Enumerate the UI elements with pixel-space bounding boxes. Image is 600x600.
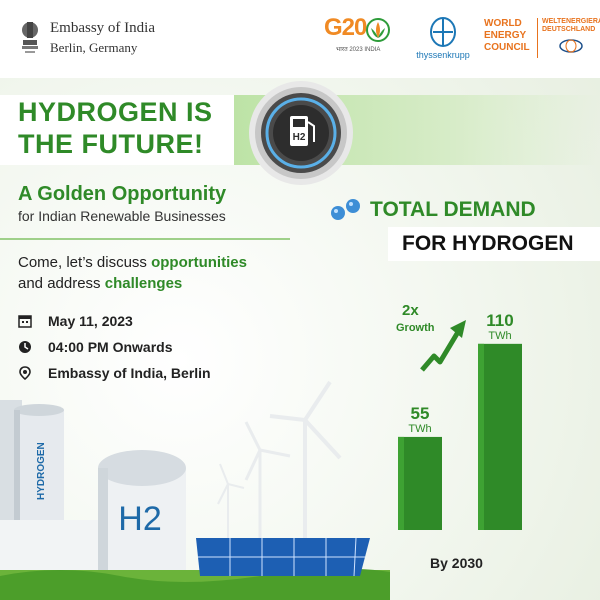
g20-logo: G20 भारत 2023 INDIA [324, 14, 394, 60]
x-axis-label: By 2030 [430, 555, 483, 571]
thyssenkrupp-mark-icon [430, 17, 456, 47]
chart-title-box: FOR HYDROGEN [388, 227, 600, 261]
wec-side-1: WELTENERGIERAT [542, 18, 600, 25]
wec-name: WORLD ENERGY COUNCIL [484, 18, 530, 54]
bar-1-unit-label: TWh [408, 423, 431, 435]
g20-logo-text: G20 [324, 14, 367, 41]
world-energy-council-logo: WORLD ENERGY COUNCIL WELTENERGIERAT DEUT… [480, 18, 600, 58]
location-pin-icon [19, 366, 31, 380]
wec-line-1: WORLD [484, 18, 522, 29]
wec-globe-icon [559, 39, 583, 53]
title-line-2: THE FUTURE! [18, 129, 204, 159]
discussion-prefix-1: Come, let’s discuss [18, 254, 152, 271]
wec-side-2: DEUTSCHLAND [542, 26, 596, 33]
growth-arrow-icon [420, 320, 466, 372]
subtitle-line-1: A Golden Opportunity [18, 183, 227, 205]
discussion-line-2: and address challenges [18, 275, 182, 292]
chart-title-line-2: FOR HYDROGEN [402, 232, 574, 255]
bar-2-unit-label: TWh [488, 330, 511, 342]
lotus-icon [366, 18, 390, 42]
event-time: 04:00 PM Onwards [48, 339, 173, 355]
h2-storage-tank: H2 [98, 450, 186, 570]
title-box: HYDROGEN IS THE FUTURE! [0, 95, 234, 165]
g20-subtitle: भारत 2023 INDIA [336, 47, 381, 53]
bar-2-highlight [478, 343, 484, 530]
grass-front [0, 568, 390, 600]
title-line-1: HYDROGEN IS [18, 97, 213, 127]
tank-label: HYDROGEN [36, 442, 47, 500]
wec-side: WELTENERGIERAT DEUTSCHLAND [542, 18, 600, 34]
bar-1-highlight [398, 436, 404, 530]
wec-line-3: COUNCIL [484, 42, 530, 53]
header-bar: Embassy of India Berlin, Germany G20 भार… [0, 0, 600, 78]
growth-value: 2x [402, 302, 419, 319]
calendar-icon [18, 315, 32, 328]
discussion-highlight-1: opportunities [151, 254, 247, 271]
divider [0, 238, 290, 240]
embassy-name: Embassy of India [50, 20, 155, 36]
bar-1 [398, 436, 442, 530]
thyssenkrupp-text: thyssenkrupp [416, 50, 470, 60]
discussion-highlight-2: challenges [104, 275, 183, 292]
bar-2 [478, 343, 522, 530]
solar-panels [196, 537, 370, 577]
wec-line-2: ENERGY [484, 30, 527, 41]
bar-2-value-label: 110 [486, 311, 513, 330]
subtitle-line-2: for Indian Renewable Businesses [18, 208, 226, 224]
thyssenkrupp-logo: thyssenkrupp [408, 14, 478, 64]
discussion-line-1: Come, let’s discuss opportunities [18, 254, 247, 271]
growth-label: Growth [396, 322, 435, 334]
storage-tank-label: H2 [118, 500, 161, 538]
bar-1-value-label: 55 [411, 404, 430, 423]
chart-title-line-1: TOTAL DEMAND [370, 198, 536, 221]
discussion-prefix-2: and address [18, 275, 105, 292]
building [0, 520, 98, 570]
event-date: May 11, 2023 [48, 313, 133, 329]
hydrogen-molecule-icon [331, 199, 360, 220]
badge-label: H2 [293, 132, 306, 143]
hydrogen-pump-badge: H2 [249, 81, 353, 185]
embassy-location: Berlin, Germany [50, 40, 138, 55]
emblem-icon [22, 22, 38, 53]
renewable-illustration: HYDROGEN H2 [0, 380, 390, 600]
wec-divider [537, 18, 538, 58]
hydrogen-tank: HYDROGEN [14, 404, 64, 540]
clock-icon [19, 341, 31, 353]
event-venue: Embassy of India, Berlin [48, 365, 211, 381]
